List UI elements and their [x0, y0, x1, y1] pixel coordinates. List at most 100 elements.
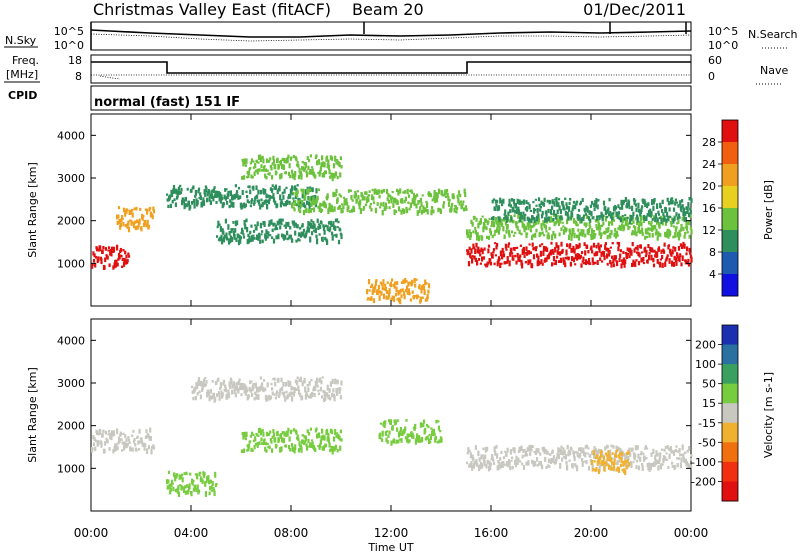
- velocity-cell: [598, 466, 601, 472]
- velocity-cell: [595, 451, 598, 456]
- power-cell: [407, 194, 411, 198]
- power-cell: [260, 233, 263, 236]
- power-cell: [604, 205, 607, 211]
- power-cell: [686, 231, 689, 234]
- power-cell: [296, 189, 299, 195]
- velocity-cell: [251, 431, 254, 436]
- power-cell: [588, 210, 591, 215]
- velocity-cell: [312, 445, 316, 450]
- velocity-cell: [333, 446, 336, 452]
- power-cell: [487, 244, 491, 248]
- velocity-cell: [592, 467, 595, 470]
- velocity-cell: [245, 431, 248, 438]
- power-cell: [601, 224, 604, 228]
- power-cell: [529, 218, 532, 222]
- velocity-cell: [580, 450, 583, 454]
- power-cell: [606, 230, 609, 234]
- power-cell: [99, 245, 102, 251]
- power-cell: [378, 194, 381, 199]
- power-cell: [589, 234, 592, 237]
- power-cell: [496, 227, 499, 233]
- velocity-cell: [666, 458, 669, 461]
- power-cell: [203, 189, 206, 195]
- power-cell: [358, 204, 361, 210]
- power-cell: [364, 191, 367, 195]
- power-cell: [631, 230, 634, 235]
- velocity-cell: [522, 464, 526, 470]
- power-cell: [636, 245, 639, 251]
- power-cell: [413, 278, 416, 284]
- velocity-cell: [680, 457, 683, 463]
- velocity-feature: [378, 419, 443, 446]
- power-cell: [680, 223, 683, 230]
- power-cell: [540, 223, 543, 229]
- velocity-cell: [510, 459, 513, 462]
- power-cell: [332, 193, 336, 197]
- power-cell: [126, 208, 129, 212]
- power-cell: [309, 222, 312, 229]
- power-cell: [672, 235, 675, 239]
- power-cell: [317, 188, 321, 192]
- velocity-cell: [687, 463, 690, 468]
- power-cell: [594, 218, 597, 223]
- power-cell: [111, 250, 114, 254]
- power-cell: [184, 203, 187, 206]
- velocity-cell: [520, 445, 523, 452]
- power-cell: [583, 242, 586, 246]
- power-cell: [635, 259, 638, 262]
- power-cell: [647, 221, 651, 225]
- power-cell: [333, 206, 336, 212]
- power-cell: [374, 285, 377, 290]
- power-cell: [622, 257, 626, 263]
- power-cell: [556, 201, 559, 207]
- velocity-cell: [404, 436, 407, 440]
- velocity-cell: [484, 446, 487, 453]
- power-cell: [501, 254, 504, 260]
- velocity-cell: [387, 434, 390, 438]
- velocity-cell: [579, 453, 582, 457]
- power-cell: [626, 255, 629, 260]
- velocity-cell: [616, 449, 619, 453]
- velocity-cell: [659, 452, 662, 459]
- velocity-cell: [257, 394, 260, 400]
- power-cell: [247, 201, 251, 204]
- power-cell: [664, 231, 667, 238]
- power-cell: [628, 255, 631, 259]
- power-cell: [446, 189, 449, 192]
- velocity-cell: [412, 434, 415, 439]
- power-cell: [499, 221, 502, 226]
- power-cell: [634, 217, 637, 221]
- velocity-cell: [231, 384, 234, 389]
- velocity-cell: [639, 456, 642, 462]
- power-cell: [416, 210, 419, 216]
- velocity-cell: [636, 445, 639, 450]
- velocity-cell: [262, 432, 265, 437]
- power-cell: [522, 214, 525, 220]
- velocity-cell: [674, 448, 677, 453]
- power-cell: [559, 209, 562, 214]
- power-cell: [294, 192, 297, 197]
- power-cell: [118, 254, 121, 260]
- power-cell: [380, 291, 383, 296]
- velocity-cell: [298, 441, 301, 446]
- power-cell: [567, 206, 571, 212]
- power-cell: [629, 218, 632, 225]
- power-cell: [102, 245, 105, 250]
- power-cell: [514, 202, 517, 209]
- velocity-cell: [106, 439, 109, 444]
- power-cell: [288, 234, 291, 238]
- velocity-cell: [207, 480, 211, 485]
- velocity-cell: [314, 385, 317, 392]
- velocity-cell: [524, 454, 527, 457]
- power-cell: [531, 235, 534, 241]
- velocity-cell: [671, 461, 674, 465]
- power-cell: [184, 196, 187, 202]
- velocity-cell: [257, 434, 260, 437]
- velocity-cell: [316, 384, 319, 388]
- velocity-cell: [627, 455, 630, 461]
- power-cell: [687, 262, 691, 267]
- power-cell: [591, 228, 594, 234]
- power-cell: [461, 203, 464, 206]
- velocity-cell: [549, 453, 552, 456]
- power-cell: [552, 217, 555, 222]
